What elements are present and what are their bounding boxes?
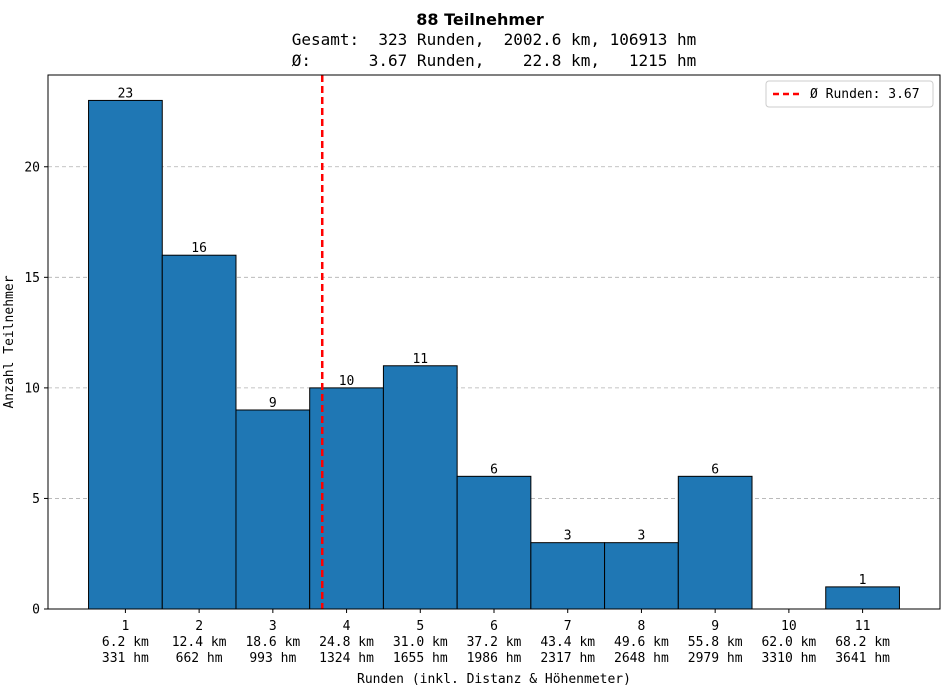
y-axis-ticks: 0 5 10 15 20 xyxy=(24,160,48,618)
bar xyxy=(309,387,384,610)
x-tick-label: 8 49.6 km 2648 hm xyxy=(614,619,669,666)
x-tick-label: 11 68.2 km 3641 hm xyxy=(835,619,890,666)
bar-value-label: 10 xyxy=(339,374,355,389)
bar-value-label: 6 xyxy=(711,462,719,477)
bar-value-label: 9 xyxy=(269,396,277,411)
y-tick-label: 0 xyxy=(32,603,40,618)
x-axis-label: Runden (inkl. Distanz & Höhenmeter) xyxy=(357,672,631,687)
x-tick-label: 4 24.8 km 1324 hm xyxy=(319,619,374,666)
bar xyxy=(604,542,679,610)
bar xyxy=(161,254,237,610)
x-tick-label: 2 12.4 km 662 hm xyxy=(172,619,227,666)
bar-value-label: 16 xyxy=(191,241,207,256)
chart-subtitle-line-1: Gesamt: 323 Runden, 2002.6 km, 106913 hm xyxy=(292,30,697,49)
x-tick-label: 3 18.6 km 993 hm xyxy=(245,619,300,666)
bar-value-label: 6 xyxy=(490,462,498,477)
x-tick-label: 9 55.8 km 2979 hm xyxy=(688,619,743,666)
y-tick-label: 5 xyxy=(32,492,40,507)
chart-subtitle-line-2: Ø: 3.67 Runden, 22.8 km, 1215 hm xyxy=(292,51,697,70)
bar xyxy=(88,99,163,610)
x-tick-label: 7 43.4 km 2317 hm xyxy=(540,619,595,666)
bar xyxy=(382,365,458,610)
bar xyxy=(677,475,753,610)
bar-value-label: 11 xyxy=(412,352,428,367)
legend-box xyxy=(765,80,934,108)
bar-value-label: 1 xyxy=(859,573,867,588)
bar-value-label: 3 xyxy=(638,529,646,544)
bar xyxy=(456,475,532,610)
bar-value-label: 3 xyxy=(564,529,572,544)
legend: Ø Runden: 3.67 xyxy=(765,80,934,108)
legend-label: Ø Runden: 3.67 xyxy=(810,87,920,102)
x-axis-ticks: 1 6.2 km 331 hm 2 12.4 km 662 hm 3 18.6 km 993 h… xyxy=(102,609,890,666)
bar xyxy=(825,586,900,610)
y-tick-label: 20 xyxy=(24,160,40,175)
y-tick-label: 15 xyxy=(24,271,40,286)
x-tick-label: 1 6.2 km 331 hm xyxy=(102,619,149,666)
bar-value-label: 23 xyxy=(118,86,134,101)
y-tick-label: 10 xyxy=(24,381,40,396)
chart-title: 88 Teilnehmer xyxy=(416,10,544,29)
bar xyxy=(530,542,606,610)
x-tick-label: 6 37.2 km 1986 hm xyxy=(467,619,522,666)
x-tick-label: 5 31.0 km 1655 hm xyxy=(393,619,448,666)
y-axis-label: Anzahl Teilnehmer xyxy=(2,275,17,408)
bars: 23 16 9 10 11 6 3 3 6 1 xyxy=(88,86,900,610)
x-tick-label: 10 62.0 km 3310 hm xyxy=(761,619,816,666)
bar xyxy=(235,409,311,610)
